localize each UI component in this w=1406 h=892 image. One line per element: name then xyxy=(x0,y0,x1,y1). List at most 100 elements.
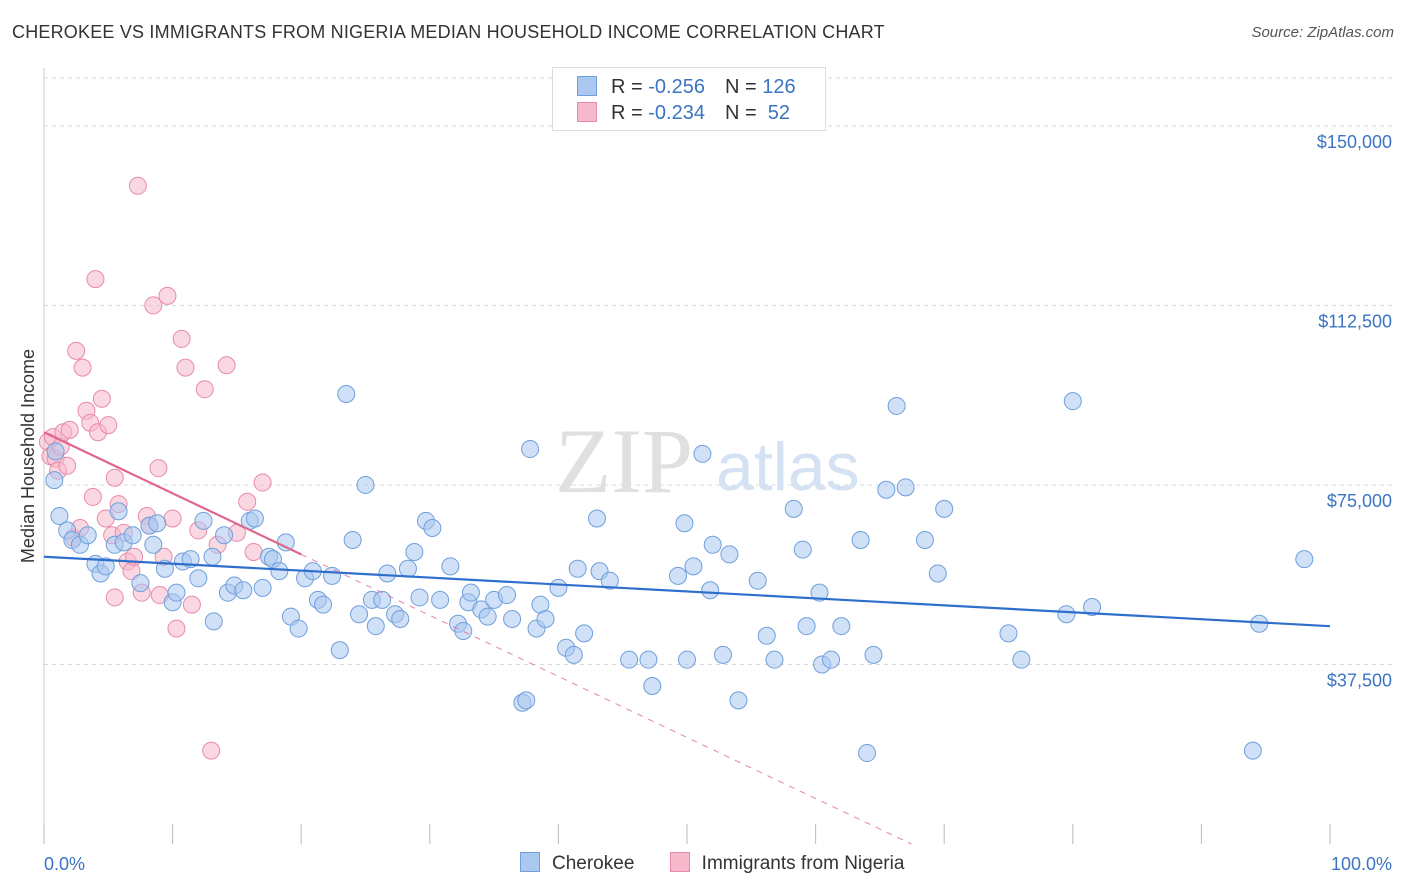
axis-labels: $37,500 $75,000 $112,500 $150,000 0.0% 100.0%… xyxy=(18,132,1392,874)
cherokee-point xyxy=(784,499,803,518)
cherokee-point xyxy=(356,475,375,494)
cherokee-point xyxy=(330,641,349,660)
nigeria-point xyxy=(60,420,79,439)
cherokee-point xyxy=(1243,741,1262,760)
cherokee-point xyxy=(410,588,429,607)
watermark: ZIP atlas xyxy=(555,410,860,512)
cherokee-point xyxy=(549,578,568,597)
nigeria-point xyxy=(73,358,92,377)
cherokee-point xyxy=(1063,392,1082,411)
cherokee-point xyxy=(684,557,703,576)
cherokee-point xyxy=(928,564,947,583)
nigeria-point xyxy=(182,595,201,614)
cherokee-point xyxy=(887,396,906,415)
cherokee-point xyxy=(720,545,739,564)
nigeria-point xyxy=(128,176,147,195)
cherokee-point xyxy=(810,583,829,602)
nigeria-point xyxy=(195,380,214,399)
cherokee-point xyxy=(1295,550,1314,569)
cherokee-point xyxy=(144,535,163,554)
n-value-nigeria: 52 xyxy=(762,102,791,124)
cherokee-point xyxy=(398,559,417,578)
cherokee-point xyxy=(587,509,606,528)
nigeria-point xyxy=(144,296,163,315)
cherokee-point xyxy=(765,650,784,669)
cherokee-point xyxy=(270,562,289,581)
cherokee-swatch xyxy=(577,76,597,96)
legend-row-nigeria: R = -0.234 N = 52 xyxy=(577,102,790,126)
cherokee-point xyxy=(454,621,473,640)
cherokee-point xyxy=(793,540,812,559)
nigeria-point xyxy=(158,286,177,305)
cherokee-point xyxy=(1083,598,1102,617)
r-value-cherokee: -0.256 xyxy=(648,76,705,98)
r-label: R = xyxy=(611,102,649,124)
nigeria-point xyxy=(167,619,186,638)
legend-item-cherokee[interactable]: Cherokee xyxy=(520,852,634,875)
cherokee-point xyxy=(50,507,69,526)
cherokee-point xyxy=(703,535,722,554)
legend-label-nigeria: Immigrants from Nigeria xyxy=(701,853,905,874)
cherokee-points xyxy=(45,384,1314,763)
cherokee-point xyxy=(478,607,497,626)
cherokee-point xyxy=(497,586,516,605)
cherokee-point xyxy=(748,571,767,590)
nigeria-point xyxy=(105,588,124,607)
cherokee-point xyxy=(350,605,369,624)
cherokee-point xyxy=(215,526,234,545)
cherokee-point xyxy=(757,626,776,645)
nigeria-point xyxy=(99,416,118,435)
cherokee-point xyxy=(148,514,167,533)
cherokee-point xyxy=(204,612,223,631)
cherokee-point xyxy=(564,645,583,664)
cherokee-point xyxy=(536,609,555,628)
cherokee-point xyxy=(915,530,934,549)
cherokee-point xyxy=(693,444,712,463)
cherokee-point xyxy=(461,583,480,602)
cherokee-point xyxy=(864,645,883,664)
cherokee-point xyxy=(896,478,915,497)
nigeria-point xyxy=(238,492,257,511)
cherokee-point xyxy=(323,566,342,585)
stats-legend: R = -0.256 N = 126 R = -0.234 N = 52 xyxy=(552,67,826,131)
cherokee-point xyxy=(517,691,536,710)
cherokee-point xyxy=(167,583,186,602)
nigeria-point xyxy=(105,468,124,487)
n-value-cherokee: 126 xyxy=(762,76,796,98)
y-tick-label: $37,500 xyxy=(1327,670,1392,690)
watermark-zip: ZIP xyxy=(555,410,693,512)
nigeria-trend-extension xyxy=(300,553,912,845)
y-tick-label: $112,500 xyxy=(1318,311,1392,331)
legend-item-nigeria[interactable]: Immigrants from Nigeria xyxy=(669,852,905,875)
nigeria-point xyxy=(202,741,221,760)
cherokee-point xyxy=(832,617,851,636)
cherokee-point xyxy=(620,650,639,669)
y-tick-label: $75,000 xyxy=(1327,491,1392,511)
y-axis-title: Median Household Income xyxy=(18,349,38,563)
r-value-nigeria: -0.234 xyxy=(648,102,705,124)
nigeria-point xyxy=(67,341,86,360)
cherokee-point xyxy=(46,442,65,461)
cherokee-point xyxy=(729,691,748,710)
cherokee-point xyxy=(203,547,222,566)
cherokee-point xyxy=(366,617,385,636)
nigeria-point xyxy=(172,329,191,348)
nigeria-point xyxy=(217,356,236,375)
cherokee-point xyxy=(337,384,356,403)
cherokee-point xyxy=(521,440,540,459)
nigeria-point xyxy=(176,358,195,377)
nigeria-point xyxy=(83,487,102,506)
n-label: N = xyxy=(724,102,763,124)
cherokee-point xyxy=(600,571,619,590)
gridlines xyxy=(44,77,1392,665)
cherokee-point xyxy=(568,559,587,578)
cherokee-point xyxy=(935,499,954,518)
cherokee-point xyxy=(1012,650,1031,669)
cherokee-point xyxy=(78,526,97,545)
cherokee-point xyxy=(45,471,64,490)
cherokee-point xyxy=(643,677,662,696)
chart-title: CHEROKEE VS IMMIGRANTS FROM NIGERIA MEDI… xyxy=(12,22,885,42)
cherokee-point xyxy=(314,595,333,614)
nigeria-swatch xyxy=(669,852,690,872)
trend-lines xyxy=(43,431,1331,845)
